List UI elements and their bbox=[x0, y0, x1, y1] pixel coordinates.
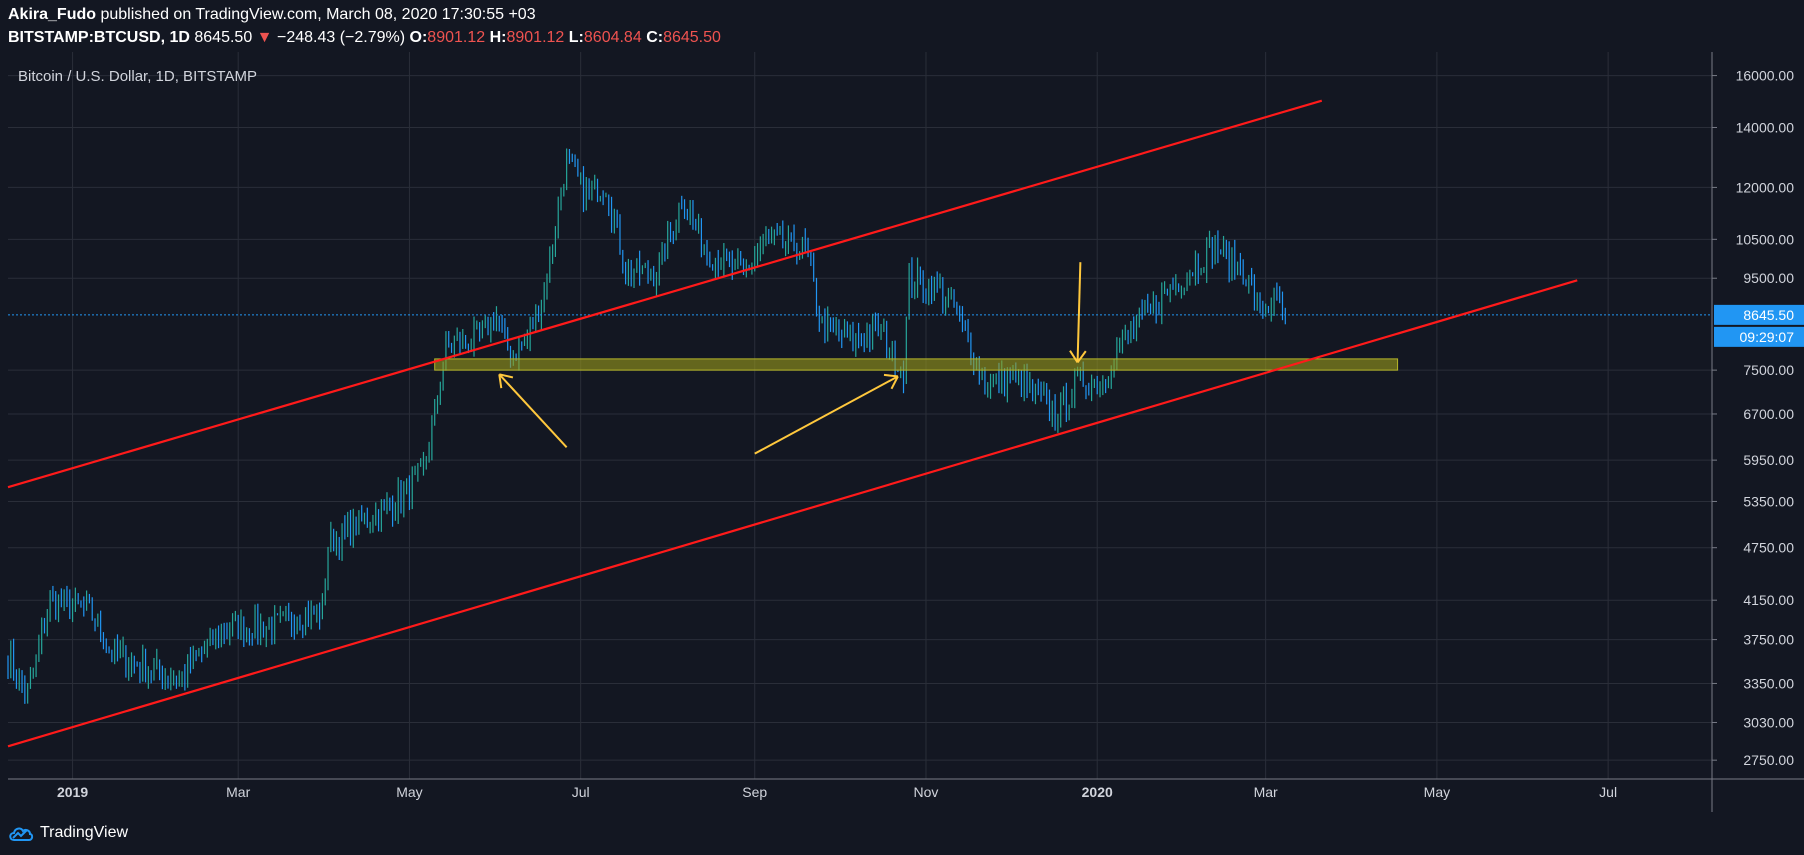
time-tick-label: May bbox=[1424, 784, 1450, 800]
price-tick-label: 5950.00 bbox=[1743, 452, 1794, 468]
price-tick-label: 4150.00 bbox=[1743, 592, 1794, 608]
price-tick-label: 6700.00 bbox=[1743, 406, 1794, 422]
time-tick-label: Jul bbox=[572, 784, 590, 800]
high-value: 8901.12 bbox=[506, 29, 565, 46]
last-price-badge bbox=[1714, 304, 1804, 325]
lower-channel-trendline bbox=[7, 279, 1578, 748]
time-tick-label: 2019 bbox=[57, 784, 88, 800]
publish-info: Akira_Fudo published on TradingView.com,… bbox=[8, 6, 536, 24]
time-tick-label: Sep bbox=[742, 784, 767, 800]
price-tick-label: 7500.00 bbox=[1743, 362, 1794, 378]
change-text: −248.43 (−2.79%) bbox=[276, 29, 406, 46]
price-tick-label: 16000.00 bbox=[1736, 68, 1795, 84]
last-price-text: 8645.50 bbox=[194, 29, 253, 46]
price-axis: 16000.00 14000.00 12000.00 10500.00 9500.00 7… bbox=[1712, 68, 1795, 768]
time-tick-label: May bbox=[396, 784, 422, 800]
tradingview-logo[interactable]: TradingView bbox=[8, 820, 128, 846]
arrow-3-icon bbox=[1069, 262, 1087, 364]
price-tick-label: 10500.00 bbox=[1736, 231, 1795, 247]
low-label: L: bbox=[568, 29, 584, 46]
price-tick-label: 2750.00 bbox=[1743, 752, 1794, 768]
countdown-badge-text: 09:29:07 bbox=[1740, 329, 1795, 345]
price-tick-label: 14000.00 bbox=[1736, 119, 1795, 135]
countdown-badge bbox=[1714, 326, 1804, 347]
time-tick-label: Mar bbox=[1254, 784, 1278, 800]
last-price-badge-text: 8645.50 bbox=[1743, 307, 1794, 323]
arrow-shaft bbox=[754, 375, 899, 455]
symbol-label: BITSTAMP:BTCUSD, 1D bbox=[8, 29, 190, 46]
author-name[interactable]: Akira_Fudo bbox=[8, 6, 97, 23]
open-label: O: bbox=[409, 29, 428, 46]
arrow-2-icon bbox=[754, 373, 899, 455]
published-text: published on TradingView.com, March 08, … bbox=[100, 6, 536, 23]
price-tick-label: 12000.00 bbox=[1736, 179, 1795, 195]
low-value: 8604.84 bbox=[583, 29, 642, 46]
open-value: 8901.12 bbox=[427, 29, 486, 46]
chart-header: Akira_Fudo published on TradingView.com,… bbox=[0, 0, 1804, 52]
time-tick-label: 2020 bbox=[1082, 784, 1113, 800]
arrow-shaft bbox=[498, 373, 568, 448]
price-tick-label: 3750.00 bbox=[1743, 632, 1794, 648]
price-tick-label: 5350.00 bbox=[1743, 493, 1794, 509]
chart-title: Bitcoin / U.S. Dollar, 1D, BITSTAMP bbox=[18, 68, 257, 85]
high-label: H: bbox=[489, 29, 507, 46]
time-tick-label: Jul bbox=[1599, 784, 1617, 800]
down-triangle-icon: ▼ bbox=[256, 29, 273, 46]
support-zone bbox=[434, 358, 1399, 371]
time-axis: 2019 Mar May Jul Sep Nov 2020 Mar May Jul bbox=[57, 784, 1617, 800]
time-tick-label: Nov bbox=[914, 784, 939, 800]
time-tick-label: Mar bbox=[226, 784, 250, 800]
arrow-head bbox=[883, 373, 899, 378]
arrow-head bbox=[498, 374, 503, 389]
price-tick-label: 3350.00 bbox=[1743, 675, 1794, 691]
upper-channel-trendline bbox=[7, 99, 1323, 489]
arrow-head bbox=[1069, 350, 1079, 363]
price-chart[interactable]: Bitcoin / U.S. Dollar, 1D, BITSTAMP 16000… bbox=[0, 52, 1804, 812]
tradingview-brand: TradingView bbox=[40, 824, 129, 841]
close-value: 8645.50 bbox=[663, 29, 721, 46]
arrow-head bbox=[499, 373, 514, 379]
grid-lines bbox=[8, 52, 1712, 779]
arrow-head bbox=[1076, 350, 1087, 364]
arrow-shaft bbox=[1076, 262, 1082, 363]
close-label: C: bbox=[646, 29, 664, 46]
price-tick-label: 9500.00 bbox=[1743, 270, 1794, 286]
ohlc-info: BITSTAMP:BTCUSD, 1D 8645.50 ▼ −248.43 (−… bbox=[8, 29, 721, 47]
tradingview-cloud-icon bbox=[9, 827, 34, 841]
price-tick-label: 3030.00 bbox=[1743, 714, 1794, 730]
arrow-1-icon bbox=[498, 373, 568, 448]
arrow-head bbox=[890, 375, 899, 390]
candles bbox=[7, 148, 1286, 704]
price-tick-label: 4750.00 bbox=[1743, 540, 1794, 556]
